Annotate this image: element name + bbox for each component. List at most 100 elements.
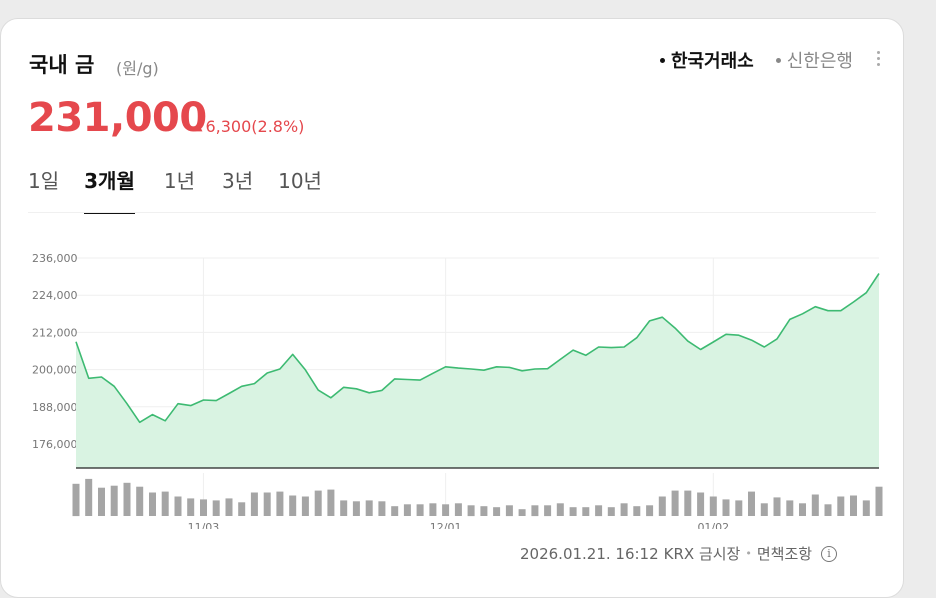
volume-bar: [607, 507, 615, 516]
volume-bar: [671, 490, 679, 516]
volume-bar: [250, 492, 258, 516]
volume-bar: [620, 503, 628, 516]
volume-bar: [722, 499, 730, 516]
volume-bar: [811, 494, 819, 516]
x-tick-label: 12/01: [430, 521, 462, 529]
source-krx-label: 한국거래소: [670, 51, 754, 72]
tab-1y[interactable]: 1년: [163, 169, 195, 193]
volume-bar: [327, 489, 335, 516]
volume-bar: [352, 501, 360, 516]
footer: 2026.01.21. 16:12 KRX 금시장 • 면책조항 i: [520, 543, 838, 564]
volume-bar: [531, 505, 539, 517]
volume-bar: [633, 506, 641, 516]
info-icon[interactable]: i: [821, 545, 838, 562]
volume-bar: [684, 490, 692, 516]
tab-1d[interactable]: 1일: [28, 169, 60, 193]
y-tick-label: 224,000: [32, 289, 78, 302]
volume-bar: [824, 504, 832, 516]
volume-bar: [556, 503, 564, 516]
volume-bar: [429, 503, 437, 516]
volume-bar: [837, 496, 845, 516]
volume-bar: [442, 504, 450, 516]
tab-3y[interactable]: 3년: [221, 169, 254, 193]
bullet-icon: [775, 57, 781, 63]
volume-bar: [875, 486, 883, 516]
x-tick-label: 11/03: [188, 521, 220, 529]
volume-bar: [340, 500, 348, 516]
volume-bar: [289, 495, 297, 516]
separator-dot: •: [745, 547, 752, 560]
volume-bar: [416, 504, 424, 516]
volume-bar: [225, 498, 233, 516]
volume-bar: [786, 500, 794, 516]
source-selector: 한국거래소 신한은행: [659, 47, 853, 73]
volume-bar: [391, 506, 399, 516]
price-chart[interactable]: 236,000 224,000 212,000 200,000 188,000 176,0…: [1, 229, 905, 529]
period-tabs: 1일 3개월 1년 3년 10년: [28, 165, 322, 214]
volume-bar: [505, 505, 513, 517]
volume-bar: [378, 501, 386, 516]
volume-bar: [212, 500, 220, 516]
volume-bar: [735, 500, 743, 516]
update-time: 2026.01.21. 16:12: [520, 544, 659, 563]
more-menu-icon[interactable]: [877, 51, 881, 69]
volume-bar: [582, 507, 590, 516]
volume-bar: [480, 506, 488, 516]
volume-bar: [314, 490, 322, 516]
volume-bar: [187, 498, 195, 516]
price-change: ▲ 6,300(2.8%): [194, 117, 304, 136]
tabs-divider: [28, 212, 876, 213]
source-krx[interactable]: 한국거래소: [659, 47, 754, 73]
volume-bar: [467, 505, 475, 517]
tab-10y[interactable]: 10년: [278, 169, 322, 193]
page-title: 국내 금: [29, 53, 95, 77]
volume-bar: [238, 502, 246, 516]
change-amount: 6,300: [205, 117, 252, 136]
volume-bar: [110, 485, 118, 516]
y-tick-label: 212,000: [32, 326, 78, 339]
volume-bar: [85, 478, 93, 516]
y-tick-label: 200,000: [32, 364, 78, 377]
x-tick-label: 01/02: [697, 521, 729, 529]
y-tick-label: 236,000: [32, 252, 78, 265]
volume-bar: [454, 503, 462, 516]
volume-bar: [595, 505, 603, 517]
data-source: KRX 금시장: [663, 545, 741, 563]
volume-bar: [760, 503, 768, 516]
source-shinhan-label: 신한은행: [786, 51, 853, 72]
tab-3m[interactable]: 3개월: [84, 165, 135, 214]
volume-bar: [365, 500, 373, 516]
volume-bar: [72, 483, 80, 517]
volume-bar: [136, 486, 144, 516]
volume-bar: [200, 499, 207, 516]
volume-bar: [799, 503, 806, 516]
volume-bar: [276, 491, 284, 516]
volume-bar: [174, 496, 182, 516]
volume-bar: [263, 492, 271, 516]
volume-bar: [403, 504, 411, 516]
up-arrow-icon: ▲: [194, 120, 203, 133]
y-tick-label: 176,000: [32, 438, 78, 451]
gold-price-card: 국내 금 (원/g) 한국거래소 신한은행 231,000 ▲ 6,300(2.8…: [0, 18, 904, 598]
volume-bar: [862, 500, 870, 516]
change-percent: (2.8%): [251, 117, 305, 136]
volume-bar: [697, 492, 705, 516]
volume-bar: [123, 482, 131, 516]
volume-bar: [773, 497, 781, 516]
volume-bar: [646, 505, 654, 517]
price-line: [75, 273, 880, 424]
volume-bar: [850, 495, 857, 516]
volume-bar: [98, 487, 105, 516]
volume-bar: [569, 507, 577, 516]
volume-bar: [518, 509, 526, 516]
price-unit: (원/g): [116, 59, 159, 78]
volume-bar: [493, 507, 501, 516]
volume-bar: [301, 496, 309, 516]
source-shinhan[interactable]: 신한은행: [775, 47, 853, 73]
current-price: 231,000: [28, 95, 207, 141]
disclaimer-link[interactable]: 면책조항: [756, 545, 813, 563]
volume-bar: [161, 491, 169, 516]
volume-bar: [748, 491, 755, 516]
volume-bar: [544, 505, 552, 517]
y-tick-label: 188,000: [32, 401, 78, 414]
